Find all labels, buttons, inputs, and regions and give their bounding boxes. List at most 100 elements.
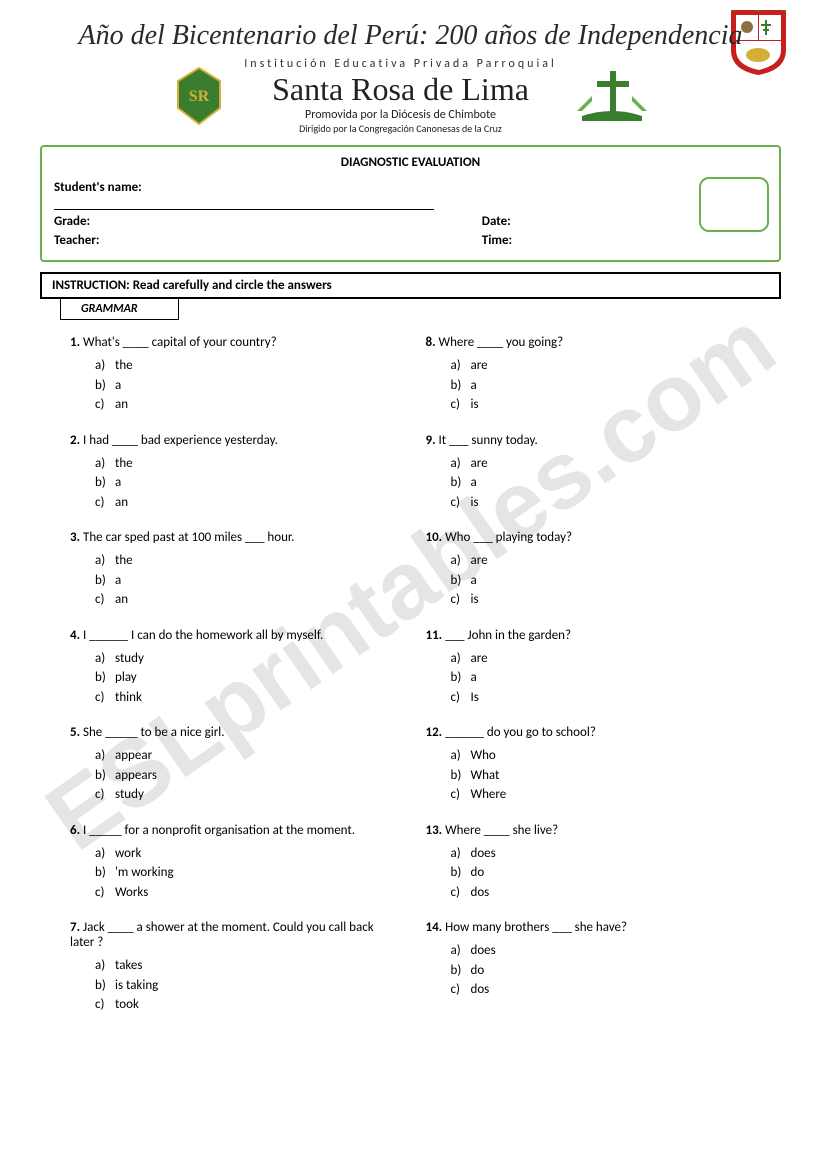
option-text: Is [471,690,479,705]
option[interactable]: b)a [95,473,396,493]
option[interactable]: b)a [451,473,752,493]
option[interactable]: a)the [95,356,396,376]
option[interactable]: c)Works [95,883,396,903]
option[interactable]: c)dos [451,883,752,903]
option-text: the [115,358,133,373]
options-list: a)appearb)appearsc)study [70,746,396,805]
option-text: an [115,592,128,607]
option-text: the [115,553,133,568]
option-letter: b) [95,976,115,996]
option[interactable]: b)is taking [95,976,396,996]
option[interactable]: a)study [95,649,396,669]
option-text: a [115,475,121,490]
option[interactable]: c)is [451,395,752,415]
option[interactable]: c)an [95,395,396,415]
question-number: 1. [70,335,83,350]
question-number: 14. [426,920,446,935]
option-letter: b) [451,473,471,493]
option[interactable]: c)an [95,590,396,610]
option[interactable]: c)is [451,493,752,513]
option-letter: b) [451,668,471,688]
option[interactable]: c)Is [451,688,752,708]
question-text: 14. How many brothers ___ she have? [426,920,752,935]
option[interactable]: c)Where [451,785,752,805]
option[interactable]: a)appear [95,746,396,766]
option[interactable]: b)play [95,668,396,688]
option[interactable]: b)a [451,668,752,688]
option-text: a [471,475,477,490]
option[interactable]: a)work [95,844,396,864]
option-letter: b) [451,766,471,786]
question-number: 9. [426,433,439,448]
option-text: are [471,456,488,471]
option[interactable]: a)the [95,551,396,571]
option[interactable]: b)'m working [95,863,396,883]
option[interactable]: b)a [95,571,396,591]
question-text: 3. The car sped past at 100 miles ___ ho… [70,530,396,545]
option-text: dos [471,885,490,900]
option[interactable]: a)does [451,941,752,961]
option[interactable]: c)an [95,493,396,513]
option[interactable]: b)do [451,961,752,981]
option-letter: b) [451,863,471,883]
option-text: is taking [115,978,158,993]
option[interactable]: b)do [451,863,752,883]
option-letter: b) [95,863,115,883]
option[interactable]: a)are [451,649,752,669]
option[interactable]: b)What [451,766,752,786]
option[interactable]: a)are [451,454,752,474]
option-letter: b) [451,961,471,981]
option-text: does [471,846,496,861]
student-name-field[interactable] [54,198,434,210]
option-text: study [115,787,144,802]
option-text: think [115,690,142,705]
school-logo-icon: SR [174,66,224,126]
option-letter: c) [95,395,115,415]
question-number: 3. [70,530,83,545]
option[interactable]: a)takes [95,956,396,976]
option[interactable]: b)appears [95,766,396,786]
question: 8. Where ____ you going? a)areb)ac)is [426,335,752,415]
option-text: study [115,651,144,666]
time-label: Time: [482,233,512,248]
option[interactable]: a)are [451,356,752,376]
question: 3. The car sped past at 100 miles ___ ho… [70,530,396,610]
option-letter: b) [95,376,115,396]
question-text: 8. Where ____ you going? [426,335,752,350]
question-number: 13. [426,823,446,838]
option-text: a [115,378,121,393]
option-text: does [471,943,496,958]
option-text: a [471,670,477,685]
options-list: a)areb)ac)Is [426,649,752,708]
option[interactable]: c)study [95,785,396,805]
option[interactable]: b)a [95,376,396,396]
grade-label: Grade: [54,214,90,229]
option[interactable]: b)a [451,571,752,591]
option-letter: c) [451,980,471,1000]
option[interactable]: a)Who [451,746,752,766]
option-letter: c) [95,590,115,610]
option-letter: c) [451,688,471,708]
question-text: 10. Who ___ playing today? [426,530,752,545]
question-text: 12. ______ do you go to school? [426,725,752,740]
options-list: a)areb)ac)is [426,356,752,415]
option[interactable]: c)think [95,688,396,708]
option-letter: a) [451,941,471,961]
option[interactable]: c)is [451,590,752,610]
option[interactable]: a)the [95,454,396,474]
option-text: do [471,963,485,978]
option[interactable]: a)are [451,551,752,571]
option-letter: b) [451,571,471,591]
dirigido-line: Dirigido por la Congregación Canonesas d… [244,122,557,135]
school-name: Santa Rosa de Lima [244,71,557,108]
question-number: 4. [70,628,83,643]
options-list: a)takesb)is takingc)took [70,956,396,1015]
question: 14. How many brothers ___ she have? a)doe… [426,920,752,1000]
diagnostic-title: DIAGNOSTIC EVALUATION [54,155,767,170]
option[interactable]: a)does [451,844,752,864]
option-text: play [115,670,137,685]
option-letter: a) [95,356,115,376]
option[interactable]: c)dos [451,980,752,1000]
option[interactable]: c)took [95,995,396,1015]
option[interactable]: b)a [451,376,752,396]
